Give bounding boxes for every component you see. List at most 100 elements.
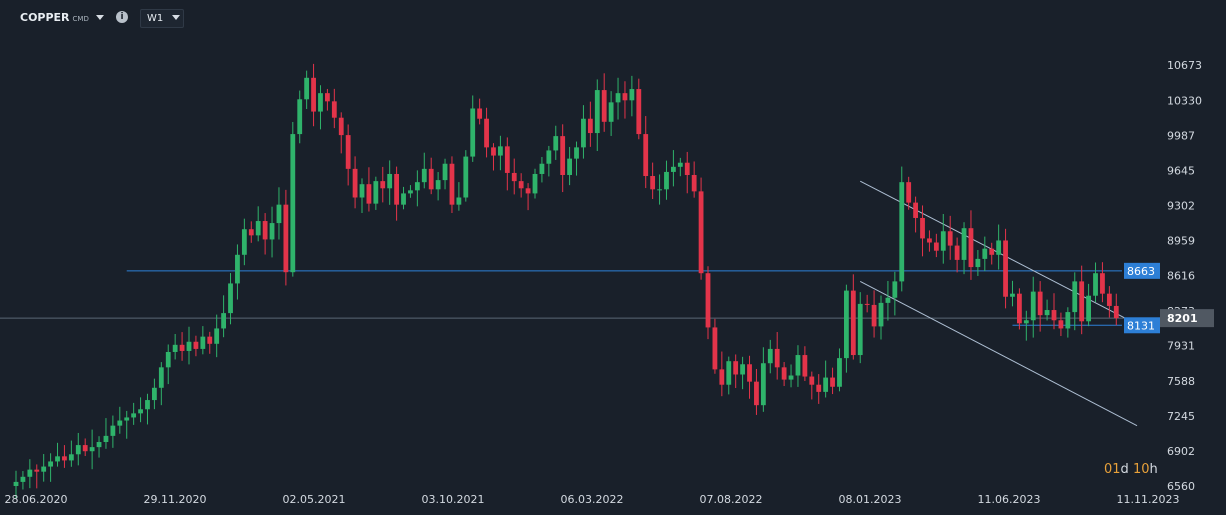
candle: [1010, 280, 1015, 307]
candle: [982, 236, 988, 272]
candle: [498, 135, 503, 171]
candle: [594, 79, 600, 151]
candle: [1037, 281, 1043, 332]
candle-body: [228, 283, 233, 314]
candle-body: [664, 171, 669, 190]
candle: [747, 355, 752, 399]
price-labels: 8663 8131 8201: [1124, 262, 1214, 334]
candle: [200, 326, 206, 355]
candle-body: [511, 172, 517, 182]
candle: [1065, 307, 1071, 338]
candle-body: [802, 355, 808, 377]
candle-body: [982, 248, 988, 259]
candle-body: [795, 355, 801, 376]
candle-body: [781, 367, 787, 380]
candle: [456, 182, 462, 211]
candle: [504, 137, 510, 191]
candle: [740, 356, 745, 390]
candle-body: [837, 358, 842, 387]
candle-body: [463, 156, 469, 198]
candle-body: [131, 413, 137, 418]
candle-body: [408, 190, 413, 194]
candle: [82, 438, 88, 457]
candle-body: [1051, 310, 1057, 321]
candle: [892, 271, 898, 316]
candle-body: [629, 89, 635, 101]
candle: [214, 314, 220, 358]
info-icon[interactable]: i: [116, 11, 128, 23]
candle-body: [581, 118, 586, 148]
candle: [788, 364, 794, 388]
candle: [629, 75, 635, 117]
candle: [809, 371, 815, 400]
candle: [1051, 293, 1057, 330]
candle-body: [1044, 310, 1050, 316]
timeframe-selector[interactable]: W1: [140, 9, 184, 28]
y-axis: 1067310330998796459302895986168273793175…: [1167, 59, 1202, 493]
candle: [470, 95, 476, 162]
symbol-dropdown-chevron-icon[interactable]: [96, 15, 104, 20]
candle-body: [1100, 273, 1105, 294]
candle-body: [726, 361, 732, 385]
candle: [1017, 288, 1022, 330]
candle-body: [421, 168, 427, 183]
countdown-d-unit: d: [1120, 462, 1129, 477]
candle-body: [89, 447, 95, 452]
candle: [103, 418, 109, 449]
candle: [885, 280, 891, 321]
candle-body: [740, 364, 745, 375]
candle: [290, 122, 296, 277]
candle: [75, 432, 81, 466]
candle: [553, 125, 559, 160]
candle-body: [359, 184, 365, 198]
candle: [927, 230, 932, 252]
symbol-selector[interactable]: COPPER CMD: [20, 11, 89, 24]
x-tick-label: 11.06.2023: [978, 493, 1041, 506]
candle: [657, 174, 662, 205]
candle: [726, 356, 732, 395]
candle: [158, 362, 164, 406]
candle-body: [1010, 293, 1015, 297]
candle-body: [996, 240, 1002, 255]
candle-body: [857, 303, 863, 356]
price-label-text: 8663: [1127, 265, 1155, 278]
x-tick-label: 29.11.2020: [144, 493, 207, 506]
candle-body: [304, 77, 310, 100]
candle: [380, 166, 386, 203]
candle-body: [387, 173, 393, 189]
candle-body: [124, 417, 130, 421]
candle: [989, 242, 995, 265]
symbol-suffix: CMD: [72, 15, 89, 23]
candle-body: [34, 469, 40, 472]
candle: [55, 442, 60, 467]
candle-body: [754, 381, 759, 406]
candle-body: [498, 146, 503, 156]
candle-body: [1106, 293, 1112, 306]
candle: [1106, 286, 1112, 318]
candle: [248, 221, 254, 243]
candle: [996, 224, 1002, 270]
candle-body: [1030, 291, 1036, 321]
candle-body: [1065, 312, 1071, 329]
candle-body: [117, 420, 123, 426]
candle-body: [885, 297, 891, 303]
candle: [338, 112, 344, 154]
candle-body: [954, 245, 960, 260]
candle: [276, 187, 282, 240]
candle: [712, 318, 718, 374]
candle: [636, 78, 642, 140]
candle: [152, 378, 157, 410]
candle: [62, 445, 67, 468]
candle: [1072, 272, 1078, 331]
channel-lower-line: [860, 280, 1138, 427]
x-tick-label: 28.06.2020: [5, 493, 68, 506]
candle-body: [193, 341, 199, 349]
candle-body: [82, 445, 88, 452]
candle-body: [698, 191, 704, 274]
candle-body: [297, 99, 303, 135]
candle: [186, 326, 192, 365]
candle: [567, 146, 572, 186]
candle: [255, 206, 261, 242]
candle: [913, 196, 918, 233]
